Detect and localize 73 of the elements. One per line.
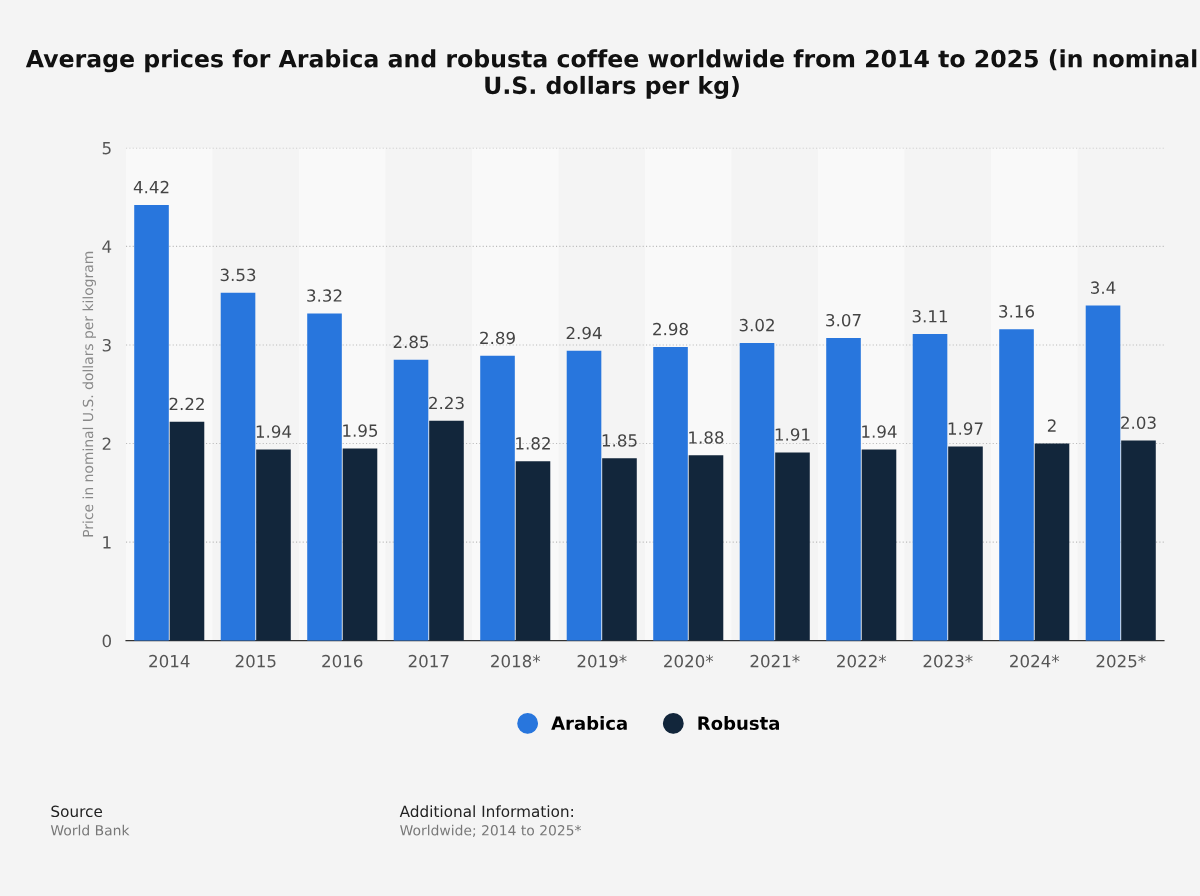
x-tick-label: 2019* (577, 654, 627, 668)
data-label: 1.85 (602, 434, 637, 447)
legend-label: Arabica (551, 716, 627, 730)
bar (948, 446, 983, 641)
bar (775, 452, 810, 641)
x-tick-label: 2015 (235, 654, 276, 668)
chart-title: Average prices for Arabica and robusta coffee worldwide from 2014 to 2025 (in nominal U.S. dollars per kg) (25, 49, 1197, 99)
data-label: 4.42 (133, 180, 169, 194)
bar (826, 338, 861, 641)
text: Additional Information: (399, 805, 573, 818)
x-tick-label: 2024* (1010, 654, 1060, 668)
data-label: 1.88 (689, 431, 724, 444)
data-label: 3.53 (220, 268, 256, 282)
data-label: 2.23 (429, 396, 464, 410)
text: Source (51, 805, 103, 818)
x-tick-label: 2017 (408, 654, 449, 668)
bar (342, 448, 378, 641)
y-axis-title: Price in nominal U.S. dollars per kilogram (82, 251, 96, 537)
y-tick-label: 0 (102, 634, 111, 648)
bar (653, 346, 688, 641)
x-tick-label: 2016 (322, 654, 363, 668)
data-label: 3.16 (999, 305, 1035, 318)
y-tick-label: 1 (103, 536, 111, 549)
data-label: 2.85 (393, 335, 429, 349)
x-tick-label: 2014 (149, 654, 190, 668)
y-tick-label: 5 (102, 142, 111, 155)
bar (688, 455, 724, 641)
bar (861, 449, 897, 641)
bar (256, 449, 291, 641)
x-tick-label: 2018* (491, 654, 541, 668)
data-label: 3.32 (307, 289, 342, 302)
data-label: 1.95 (343, 424, 378, 437)
data-label: 2 (1047, 419, 1056, 432)
data-label: 3.02 (739, 318, 774, 332)
bar (739, 342, 775, 641)
x-tick-label: 2023* (923, 654, 973, 668)
bar (566, 350, 602, 641)
bar (1034, 443, 1070, 641)
bar (393, 359, 429, 641)
bar (912, 334, 948, 641)
x-tick-label: 2022* (837, 654, 887, 668)
data-label: 2.89 (480, 331, 515, 345)
x-tick-label: 2025* (1096, 654, 1146, 668)
data-label: 1.91 (775, 428, 810, 441)
data-label: 3.4 (1091, 281, 1116, 294)
bar (999, 329, 1034, 641)
data-label: 3.07 (826, 313, 861, 327)
bar (1121, 440, 1156, 641)
data-label: 1.94 (862, 425, 897, 438)
data-label: 1.97 (948, 422, 983, 435)
text: Worldwide; 2014 to 2025* (400, 824, 582, 837)
data-label: 2.98 (653, 322, 688, 336)
y-tick-label: 3 (102, 338, 111, 352)
bar (429, 420, 464, 641)
x-tick-label: 2021* (750, 654, 800, 668)
data-label: 2.22 (169, 397, 204, 411)
data-label: 2.03 (1121, 416, 1156, 429)
data-label: 3.11 (912, 309, 948, 323)
bar (515, 461, 551, 641)
bar (1085, 305, 1121, 641)
bar (307, 313, 342, 641)
legend-label: Robusta (698, 716, 780, 730)
bar (220, 292, 256, 641)
bar (169, 421, 205, 641)
y-tick-label: 4 (102, 240, 112, 253)
data-label: 1.94 (256, 425, 292, 438)
bar (480, 355, 515, 641)
text: World Bank (50, 824, 130, 836)
y-tick-label: 2 (102, 437, 111, 450)
bar (602, 458, 637, 641)
data-label: 1.82 (516, 437, 550, 450)
data-label: 2.94 (566, 326, 602, 340)
x-tick-label: 2020* (664, 654, 714, 668)
